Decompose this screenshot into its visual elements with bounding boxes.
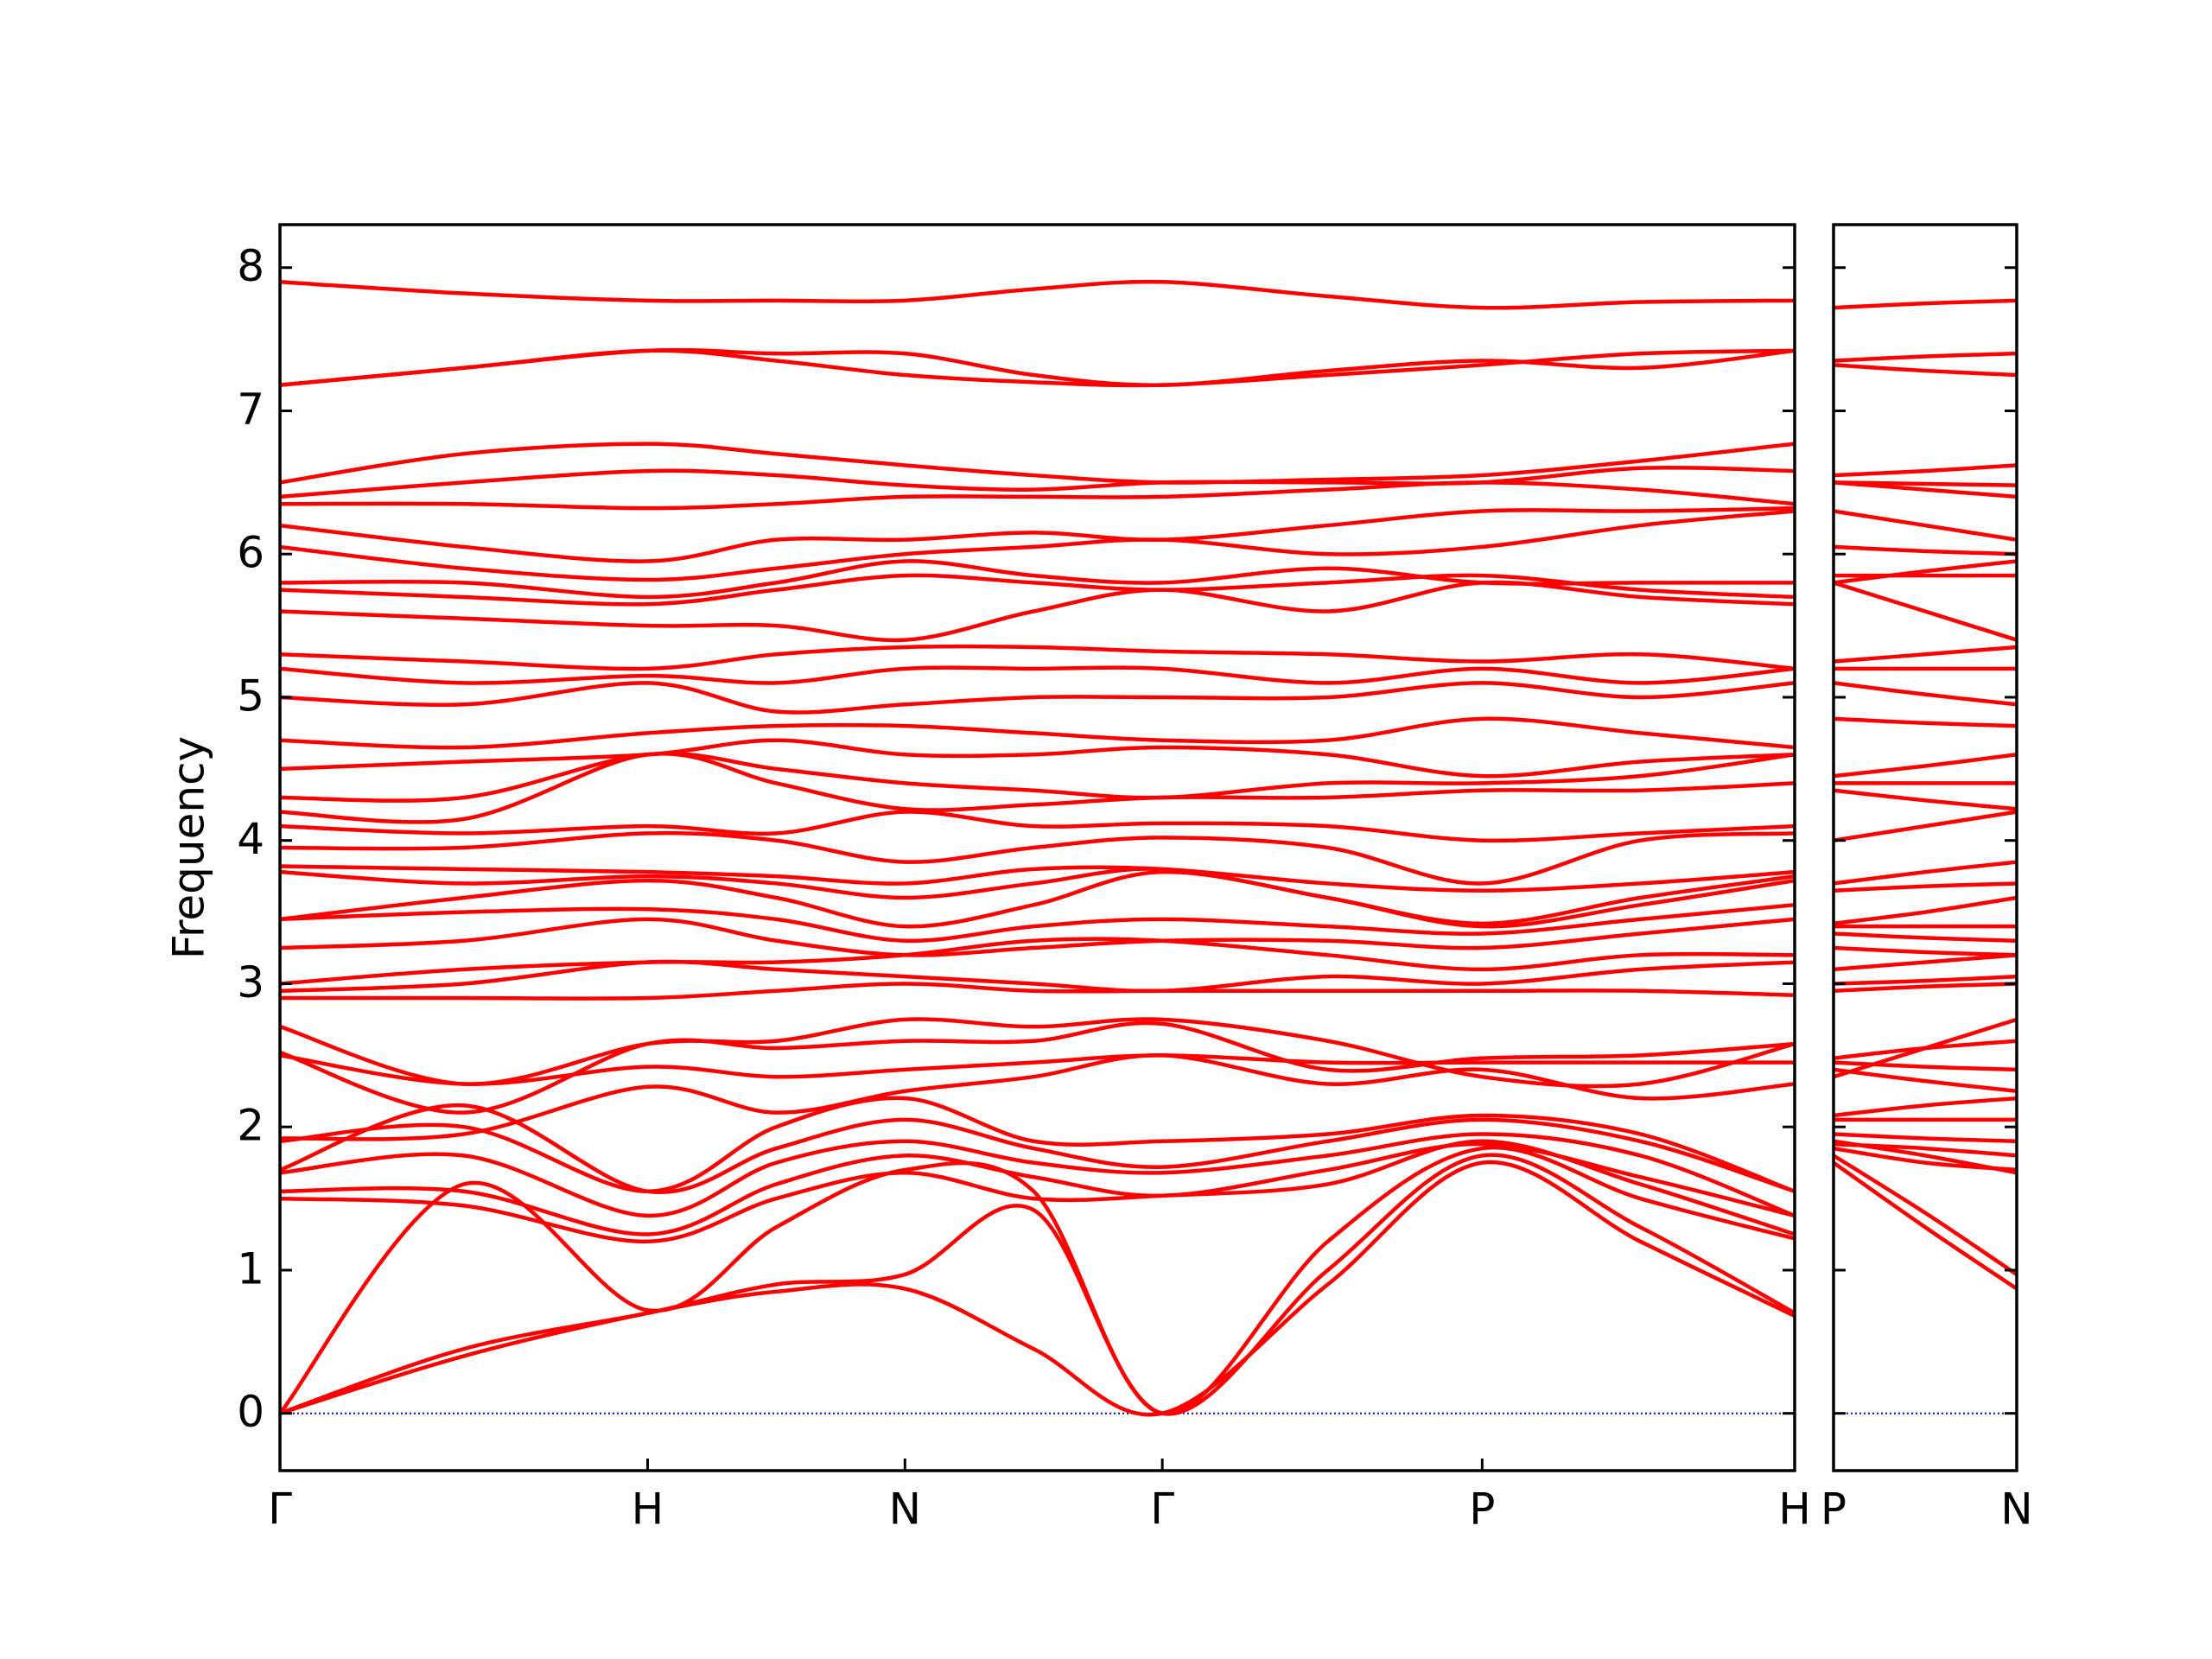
band-line [1834,463,2017,478]
band-line [280,937,1795,986]
x-tick-label: P [1821,1484,1847,1535]
y-tick-label: 4 [237,814,264,864]
band-line [1834,860,2017,886]
band-line [280,1103,1795,1195]
x-tick-label: Γ [1150,1484,1174,1535]
x-tick-label: H [632,1484,664,1535]
band-line [280,347,1795,387]
band-line [1834,982,2017,993]
y-tick-label: 2 [237,1101,264,1151]
y-tick-label: 0 [237,1387,264,1437]
band-line [280,982,1795,1001]
band-line [280,903,1795,944]
band-line [280,465,1795,499]
band-line [1834,953,2017,972]
axes-frame [1832,223,2018,1472]
band-line [1834,1060,2017,1072]
band-line [1834,788,2017,811]
band-line [1834,480,2017,487]
band-line [280,867,1795,926]
band-line [1834,716,2017,728]
band-line [280,1132,1795,1218]
y-tick-label: 6 [237,528,264,578]
band-line [280,480,1795,511]
x-tick-label: P [1469,1484,1495,1535]
x-tick-label: N [2000,1484,2032,1535]
band-line [280,1160,1795,1417]
band-line [280,751,1795,803]
band-line [280,810,1795,843]
band-line [1834,1141,2017,1158]
band-line [1834,581,2017,642]
y-axis-label: Frequency [164,736,214,959]
band-line [280,738,1795,779]
y-tick-label: 1 [237,1243,264,1294]
axes-frame [278,223,1796,1472]
band-line [1834,931,2017,943]
x-tick-label: Γ [268,1484,292,1535]
band-line [280,442,1795,485]
band-line [1834,1017,2017,1079]
band-line [280,665,1795,685]
band-line [280,1053,1795,1141]
band-line [280,559,1795,600]
band-line [1834,895,2017,926]
band-line [280,1020,1795,1115]
band-line [280,1096,1795,1194]
band-line [280,1153,1795,1416]
band-line [280,959,1795,994]
band-line [280,505,1795,563]
x-tick-label: H [1778,1484,1811,1535]
band-line [280,716,1795,750]
band-line [280,917,1795,957]
y-tick-label: 8 [237,241,264,291]
band-line [280,830,1795,886]
band-line [280,1141,1795,1236]
band-line [1834,1160,2017,1291]
band-line [280,644,1795,671]
band-line [280,279,1795,310]
band-line [1834,559,2017,585]
band-line [1834,1154,2017,1276]
band-line [280,681,1795,715]
plot-area [1834,298,2017,1291]
band-line [1834,645,2017,664]
y-tick-label: 7 [237,385,264,435]
band-line [1834,1067,2017,1094]
band-line [1834,1096,2017,1118]
y-tick-label: 5 [237,671,264,721]
band-line [1834,509,2017,542]
band-line [280,573,1795,607]
band-line [280,509,1795,582]
band-line [1834,810,2017,842]
band-line [1834,945,2017,957]
band-line [280,1145,1795,1416]
band-line [1834,544,2017,556]
band-line [280,864,1795,893]
band-line [1834,1132,2017,1144]
band-line [1834,681,2017,707]
band-line [280,752,1795,824]
band-line [1834,881,2017,893]
band-line [1834,974,2017,986]
band-line [1834,753,2017,779]
y-tick-label: 3 [237,957,264,1007]
band-line [1834,298,2017,310]
plot-area [280,279,1795,1417]
band-line [280,1017,1795,1089]
band-line [1834,351,2017,363]
x-tick-label: N [889,1484,921,1535]
band-line [1834,363,2017,378]
band-line [280,869,1795,929]
